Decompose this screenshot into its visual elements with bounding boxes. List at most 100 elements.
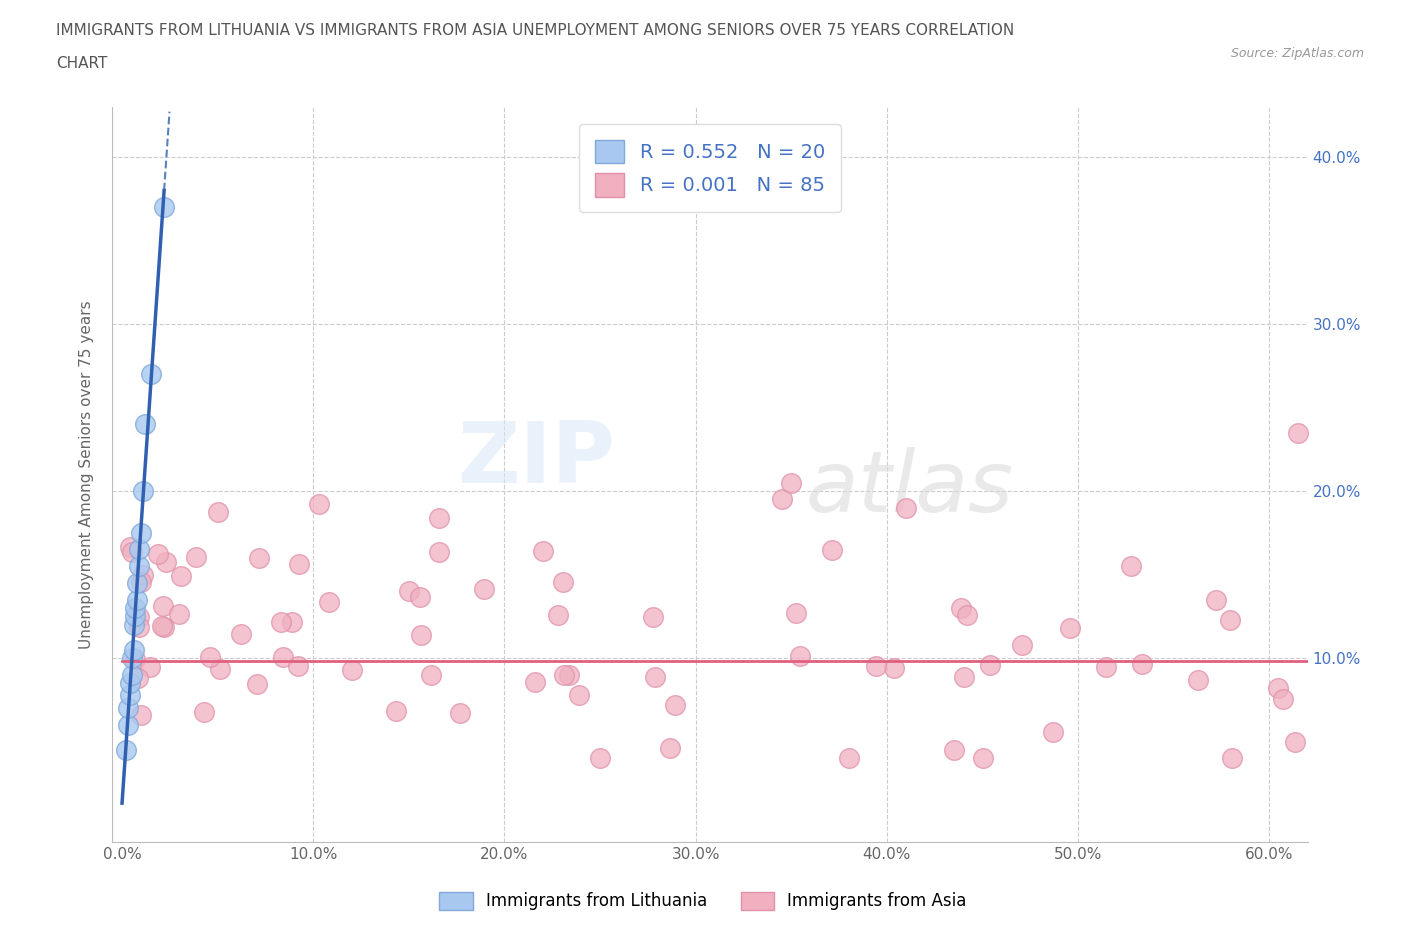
Point — [271, 649, 294, 664]
Legend: Immigrants from Lithuania, Immigrants from Asia: Immigrants from Lithuania, Immigrants fr… — [433, 885, 973, 917]
Point — [128, 619, 150, 634]
Point — [979, 658, 1001, 672]
Point — [821, 542, 844, 557]
Point — [523, 674, 546, 689]
Point — [124, 609, 146, 624]
Point — [1339, 651, 1361, 666]
Point — [146, 547, 169, 562]
Point — [472, 581, 495, 596]
Point — [150, 618, 173, 633]
Point — [128, 542, 150, 557]
Point — [547, 608, 569, 623]
Point — [785, 605, 807, 620]
Point — [664, 698, 686, 712]
Point — [122, 643, 145, 658]
Text: ZIP: ZIP — [457, 418, 614, 501]
Point — [280, 615, 302, 630]
Point — [1095, 659, 1118, 674]
Point — [127, 592, 149, 607]
Point — [127, 671, 149, 685]
Point — [198, 650, 221, 665]
Point — [1187, 672, 1209, 687]
Point — [419, 668, 441, 683]
Point — [122, 618, 145, 632]
Point — [643, 609, 665, 624]
Point — [209, 662, 232, 677]
Point — [558, 668, 581, 683]
Point — [1219, 612, 1241, 627]
Point — [1130, 657, 1153, 671]
Point — [972, 751, 994, 765]
Point — [129, 525, 152, 540]
Point — [124, 652, 146, 667]
Point — [117, 700, 139, 715]
Point — [789, 648, 811, 663]
Point — [1205, 593, 1227, 608]
Point — [780, 475, 803, 490]
Point — [409, 589, 432, 604]
Point — [121, 651, 143, 666]
Point — [950, 601, 973, 616]
Point — [449, 706, 471, 721]
Point — [770, 492, 793, 507]
Point — [121, 544, 143, 559]
Point — [207, 504, 229, 519]
Point — [942, 743, 965, 758]
Legend: R = 0.552   N = 20, R = 0.001   N = 85: R = 0.552 N = 20, R = 0.001 N = 85 — [579, 124, 841, 212]
Point — [132, 484, 155, 498]
Y-axis label: Unemployment Among Seniors over 75 years: Unemployment Among Seniors over 75 years — [79, 300, 94, 648]
Point — [1059, 620, 1081, 635]
Point — [121, 667, 143, 682]
Point — [384, 703, 406, 718]
Point — [128, 559, 150, 574]
Point — [117, 717, 139, 732]
Point — [1011, 638, 1033, 653]
Point — [139, 659, 162, 674]
Point — [409, 628, 432, 643]
Point — [1267, 681, 1289, 696]
Point — [127, 576, 149, 591]
Point — [551, 575, 574, 590]
Point — [568, 687, 591, 702]
Point — [865, 658, 887, 673]
Point — [1119, 559, 1142, 574]
Text: atlas: atlas — [806, 447, 1014, 530]
Point — [287, 658, 309, 673]
Point — [287, 556, 309, 571]
Point — [644, 670, 666, 684]
Point — [553, 668, 575, 683]
Point — [308, 497, 330, 512]
Text: CHART: CHART — [56, 56, 108, 71]
Point — [956, 607, 979, 622]
Point — [270, 615, 292, 630]
Point — [1042, 724, 1064, 739]
Text: Source: ZipAtlas.com: Source: ZipAtlas.com — [1230, 46, 1364, 60]
Point — [340, 663, 363, 678]
Point — [398, 584, 420, 599]
Point — [129, 708, 152, 723]
Point — [115, 742, 138, 757]
Point — [153, 619, 176, 634]
Point — [152, 598, 174, 613]
Point — [589, 751, 612, 765]
Text: IMMIGRANTS FROM LITHUANIA VS IMMIGRANTS FROM ASIA UNEMPLOYMENT AMONG SENIORS OVE: IMMIGRANTS FROM LITHUANIA VS IMMIGRANTS … — [56, 23, 1015, 38]
Point — [170, 568, 193, 583]
Point — [1284, 735, 1306, 750]
Point — [894, 500, 917, 515]
Point — [139, 366, 162, 381]
Point — [153, 200, 176, 215]
Point — [247, 551, 270, 565]
Point — [120, 539, 142, 554]
Point — [838, 751, 860, 765]
Point — [1271, 691, 1294, 706]
Point — [427, 510, 450, 525]
Point — [132, 567, 155, 582]
Point — [128, 610, 150, 625]
Point — [659, 741, 682, 756]
Point — [118, 675, 141, 690]
Point — [1330, 652, 1353, 667]
Point — [193, 704, 215, 719]
Point — [883, 660, 905, 675]
Point — [1220, 751, 1243, 765]
Point — [124, 601, 146, 616]
